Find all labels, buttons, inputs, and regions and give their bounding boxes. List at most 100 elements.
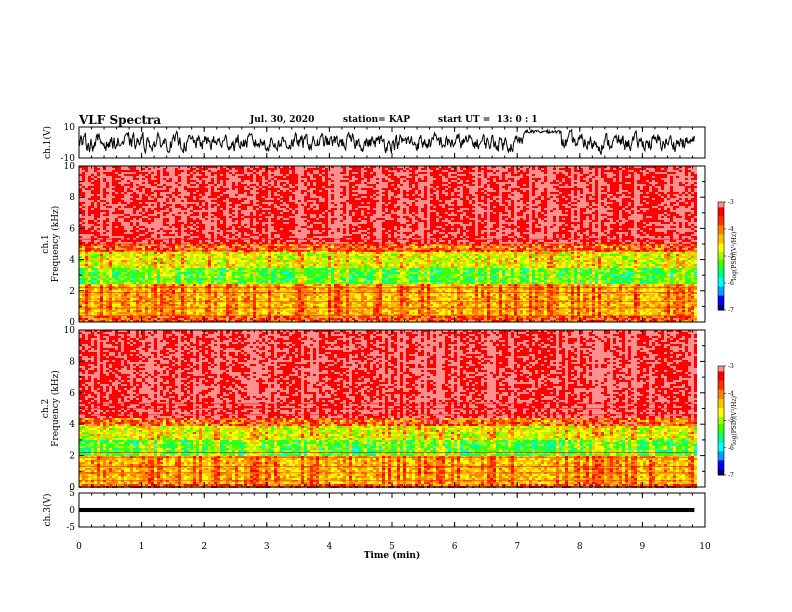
spectrogram-cell xyxy=(94,310,97,312)
spectrogram-cell xyxy=(97,222,100,224)
spectrogram-cell xyxy=(124,176,127,178)
spectrogram-cell xyxy=(199,202,202,204)
spectrogram-cell xyxy=(130,218,133,220)
spectrogram-cell xyxy=(118,168,121,170)
spectrogram-cell xyxy=(181,270,184,272)
spectrogram-cell xyxy=(244,272,247,274)
spectrogram-cell xyxy=(241,166,244,168)
spectrogram-cell xyxy=(136,198,139,200)
spectrogram-cell xyxy=(238,292,241,294)
spectrogram-cell xyxy=(259,244,262,246)
spectrogram-cell xyxy=(91,196,94,198)
spectrogram-cell xyxy=(265,282,268,284)
spectrogram-cell xyxy=(235,232,238,234)
spectrogram-cell xyxy=(133,316,136,318)
spectrogram-cell xyxy=(211,272,214,274)
spectrogram-cell xyxy=(187,230,190,232)
spectrogram-cell xyxy=(181,274,184,276)
spectrogram-cell xyxy=(148,292,151,294)
spectrogram-cell xyxy=(172,220,175,222)
spectrogram-cell xyxy=(178,258,181,260)
spectrogram-cell xyxy=(232,316,235,318)
spectrogram-cell xyxy=(223,200,226,202)
spectrogram-cell xyxy=(166,308,169,310)
spectrogram-cell xyxy=(205,168,208,170)
spectrogram-cell xyxy=(208,168,211,170)
spectrogram-cell xyxy=(157,256,160,258)
spectrogram-cell xyxy=(202,216,205,218)
spectrogram-cell xyxy=(199,308,202,310)
spectrogram-cell xyxy=(175,236,178,238)
spectrogram-cell xyxy=(262,262,265,264)
spectrogram-cell xyxy=(115,318,118,320)
spectrogram-cell xyxy=(79,166,82,168)
spectrogram-cell xyxy=(127,170,130,172)
spectrogram-cell xyxy=(193,216,196,218)
spectrogram-cell xyxy=(214,316,217,318)
spectrogram-cell xyxy=(244,310,247,312)
spectrogram-cell xyxy=(208,268,211,270)
spectrogram-cell xyxy=(145,288,148,290)
spectrogram-cell xyxy=(154,280,157,282)
spectrogram-cell xyxy=(160,204,163,206)
spectrogram-cell xyxy=(217,252,220,254)
spectrogram-cell xyxy=(262,288,265,290)
spectrogram-cell xyxy=(154,176,157,178)
spectrogram-cell xyxy=(148,282,151,284)
spectrogram-cell xyxy=(262,316,265,318)
spectrogram-cell xyxy=(166,208,169,210)
spectrogram-cell xyxy=(217,278,220,280)
spectrogram-cell xyxy=(136,222,139,224)
spectrogram-cell xyxy=(232,212,235,214)
spectrogram-cell xyxy=(214,300,217,302)
spectrogram-cell xyxy=(253,278,256,280)
spectrogram-cell xyxy=(181,248,184,250)
spectrogram-cell xyxy=(115,224,118,226)
spectrogram-cell xyxy=(103,226,106,228)
spectrogram-cell xyxy=(124,196,127,198)
spectrogram-cell xyxy=(229,274,232,276)
spectrogram-cell xyxy=(208,210,211,212)
spectrogram-cell xyxy=(214,298,217,300)
spectrogram-cell xyxy=(226,248,229,250)
spectrogram-cell xyxy=(190,176,193,178)
spectrogram-cell xyxy=(178,196,181,198)
spectrogram-cell xyxy=(160,310,163,312)
spectrogram-cell xyxy=(82,266,85,268)
spectrogram-cell xyxy=(265,304,268,306)
spectrogram-cell xyxy=(268,246,271,248)
spectrogram-cell xyxy=(88,240,91,242)
spectrogram-cell xyxy=(94,186,97,188)
spectrogram-cell xyxy=(151,200,154,202)
spectrogram-cell xyxy=(97,174,100,176)
spectrogram-cell xyxy=(223,194,226,196)
spectrogram-cell xyxy=(259,300,262,302)
spectrogram-cell xyxy=(103,194,106,196)
spectrogram-cell xyxy=(256,272,259,274)
spectrogram-cell xyxy=(247,318,250,320)
spectrogram-cell xyxy=(166,166,169,168)
spectrogram-cell xyxy=(118,256,121,258)
spectrogram-cell xyxy=(193,204,196,206)
spectrogram-cell xyxy=(106,216,109,218)
spectrogram-cell xyxy=(91,188,94,190)
spectrogram-cell xyxy=(112,168,115,170)
spectrogram-cell xyxy=(169,192,172,194)
spectrogram-cell xyxy=(238,300,241,302)
spectrogram-cell xyxy=(139,216,142,218)
spectrogram-cell xyxy=(121,268,124,270)
spectrogram-cell xyxy=(241,196,244,198)
spectrogram-cell xyxy=(223,286,226,288)
spectrogram-cell xyxy=(235,208,238,210)
spectrogram-cell xyxy=(166,306,169,308)
spectrogram-cell xyxy=(217,320,220,322)
spectrogram-cell xyxy=(169,210,172,212)
spectrogram-cell xyxy=(136,300,139,302)
spectrogram-cell xyxy=(127,282,130,284)
spectrogram-cell xyxy=(85,312,88,314)
spectrogram-cell xyxy=(139,274,142,276)
spectrogram-cell xyxy=(250,170,253,172)
spectrogram-cell xyxy=(208,270,211,272)
spectrogram-cell xyxy=(268,276,271,278)
spectrogram-cell xyxy=(214,268,217,270)
